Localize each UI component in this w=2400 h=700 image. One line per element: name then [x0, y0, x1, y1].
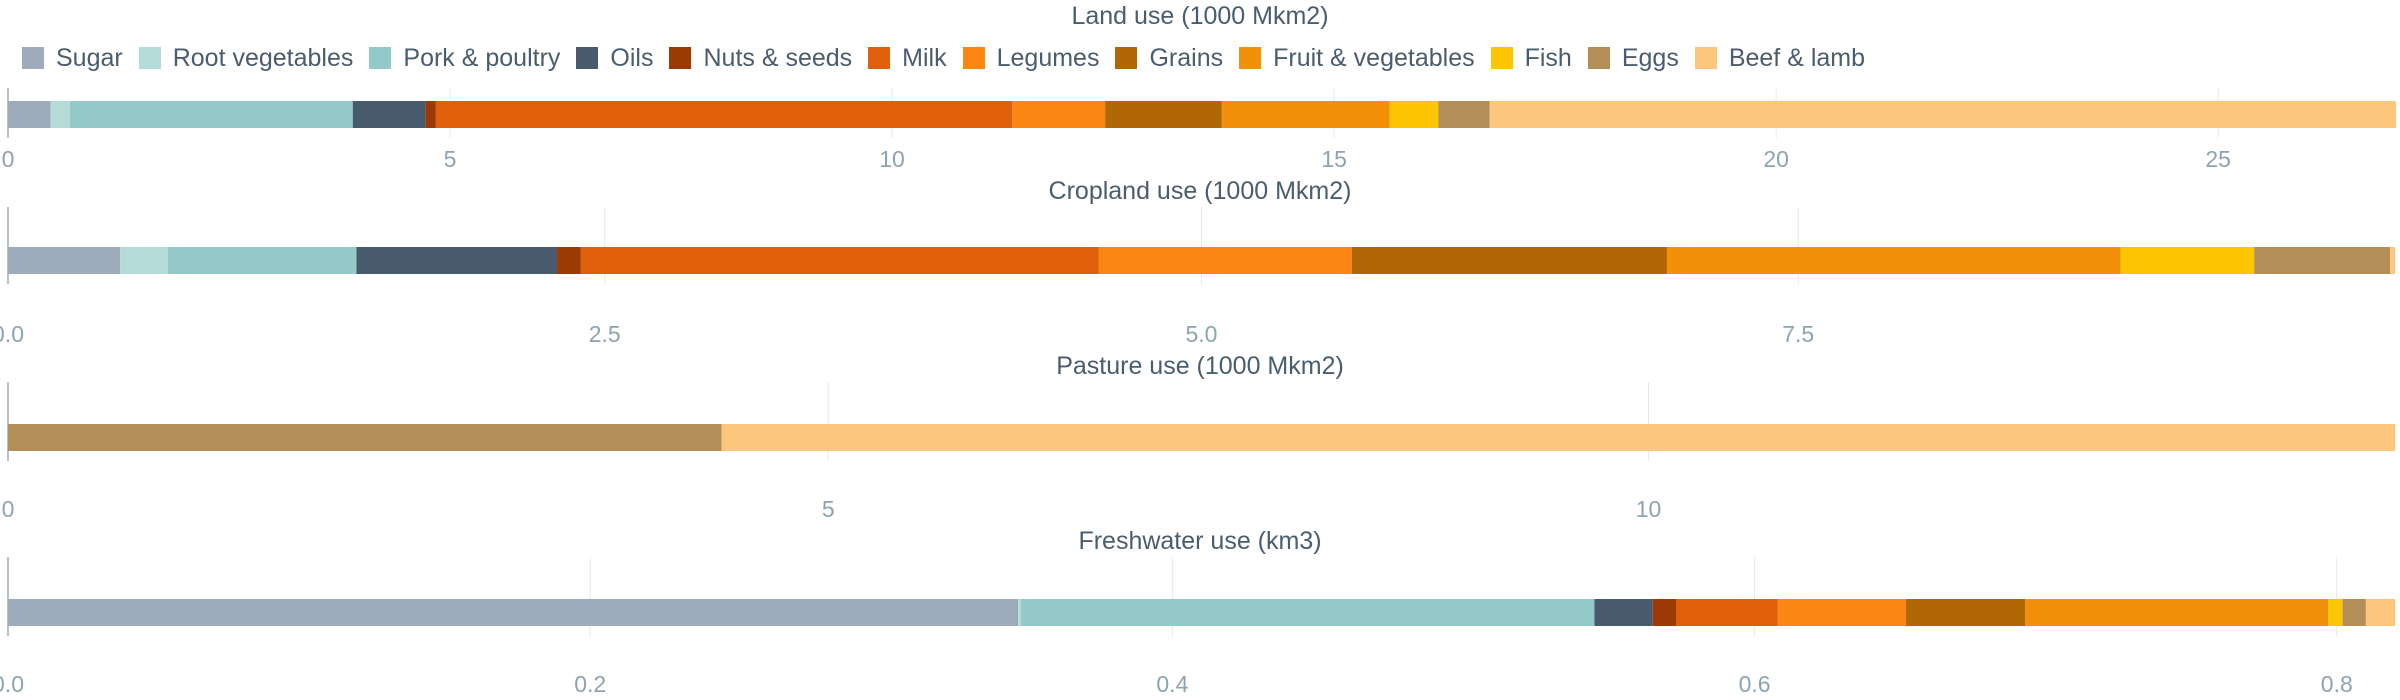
tick-label: 0.2 — [574, 671, 606, 697]
legend-swatch — [138, 47, 161, 69]
legend-swatch — [1694, 47, 1717, 69]
tick-label: 0 — [2, 146, 15, 172]
legend-item[interactable]: Grains — [1115, 44, 1223, 73]
legend-label: Sugar — [56, 43, 123, 72]
legend-swatch — [669, 47, 692, 69]
bar-segment — [2328, 599, 2343, 626]
bar-segment — [1021, 599, 1595, 626]
bar-segment — [8, 424, 722, 451]
legend-swatch — [962, 47, 985, 69]
bar-segment — [352, 101, 426, 128]
legend-item[interactable]: Beef & lamb — [1694, 43, 1866, 73]
bar-segment — [2365, 599, 2395, 626]
bar-segment — [1221, 101, 1390, 128]
bar-segment — [1675, 599, 1778, 626]
bar-segment — [356, 247, 558, 274]
tick-label: 0.0 — [0, 671, 24, 697]
legend-swatch — [22, 47, 44, 69]
bar-segment — [580, 247, 1099, 274]
bar-segment — [1594, 599, 1653, 626]
legend-label: Nuts & seeds — [703, 43, 853, 72]
panel-title: Cropland use (1000 Mkm2) — [1049, 177, 1352, 205]
bar-segment — [425, 101, 436, 128]
legend-item[interactable]: Root vegetables — [138, 43, 354, 73]
bar-segment — [8, 247, 121, 274]
legend-swatch — [1587, 47, 1610, 69]
panel-title: Freshwater use (km3) — [1078, 527, 1321, 555]
legend-item[interactable]: Oils — [576, 44, 653, 73]
legend-label: Pork & poultry — [403, 43, 561, 72]
tick-label: 7.5 — [1782, 321, 1814, 347]
tick-label: 0.4 — [1156, 671, 1188, 697]
tick-label: 10 — [1636, 496, 1662, 522]
legend-label: Beef & lamb — [1728, 43, 1866, 72]
legend-item[interactable]: Milk — [868, 43, 947, 73]
legend-label: Eggs — [1621, 43, 1679, 72]
tick-label: 0.0 — [0, 321, 24, 347]
bar-segment — [1666, 247, 2121, 274]
bar-segment — [2254, 247, 2391, 274]
bar-segment — [1012, 101, 1106, 128]
bar-segment — [721, 424, 2395, 451]
tick-label: 20 — [1763, 146, 1789, 172]
bar-segment — [1905, 599, 2026, 626]
bar-segment — [1389, 101, 1439, 128]
tick-label: 10 — [879, 146, 905, 172]
legend-swatch — [1239, 47, 1262, 69]
bar-segment — [435, 101, 1013, 128]
bar-segment — [1438, 101, 1490, 128]
panel-title: Land use (1000 Mkm2) — [1071, 2, 1328, 30]
legend-label: Grains — [1149, 43, 1224, 72]
legend-item[interactable]: Nuts & seeds — [669, 44, 852, 73]
legend-item[interactable]: Pork & poultry — [369, 44, 560, 73]
legend-swatch — [1490, 47, 1513, 69]
bar-segment — [1098, 247, 1352, 274]
legend-label: Legumes — [996, 43, 1100, 72]
bar-segment — [557, 247, 581, 274]
bar-segment — [2025, 599, 2329, 626]
tick-label: 5 — [444, 146, 457, 172]
legend-swatch — [369, 47, 392, 69]
bar-segment — [69, 101, 353, 128]
legend-swatch — [868, 47, 891, 69]
bar-segment — [50, 101, 70, 128]
panel-title: Pasture use (1000 Mkm2) — [1056, 352, 1344, 380]
bar-segment — [1652, 599, 1676, 626]
chart-legend: Sugar Root vegetables Pork & poultry Oils Nu… — [22, 40, 1881, 76]
bar-segment — [1351, 247, 1667, 274]
bar-segment — [1777, 599, 1906, 626]
bar-segment — [120, 247, 168, 274]
legend-label: Milk — [902, 43, 947, 72]
legend-label: Oils — [610, 43, 654, 72]
tick-label: 5.0 — [1186, 321, 1218, 347]
legend-label: Fish — [1524, 43, 1572, 72]
tick-label: 25 — [2205, 146, 2231, 172]
bar-segment — [8, 599, 1019, 626]
legend-label: Root vegetables — [172, 43, 354, 72]
tick-label: 15 — [1321, 146, 1347, 172]
bar-segment — [2120, 247, 2255, 274]
legend-item[interactable]: Fruit & vegetables — [1239, 44, 1475, 73]
tick-label: 0.6 — [1739, 671, 1771, 697]
legend-item[interactable]: Fish — [1490, 43, 1572, 73]
legend-item[interactable]: Sugar — [22, 44, 123, 73]
tick-label: 5 — [822, 496, 835, 522]
bar-segment — [8, 101, 51, 128]
bar-segment — [1105, 101, 1222, 128]
legend-item[interactable]: Legumes — [962, 43, 1100, 73]
legend-label: Fruit & vegetables — [1273, 43, 1475, 72]
tick-label: 0 — [2, 496, 15, 522]
bar-segment — [1018, 599, 1022, 626]
legend-swatch — [1115, 47, 1138, 69]
bar-segment — [167, 247, 357, 274]
tick-label: 0.8 — [2321, 671, 2353, 697]
bar-segment — [2342, 599, 2366, 626]
bar-segment — [2390, 247, 2395, 274]
bar-segment — [1489, 101, 2396, 128]
legend-swatch — [576, 47, 599, 69]
legend-item[interactable]: Eggs — [1587, 43, 1679, 73]
tick-label: 2.5 — [589, 321, 621, 347]
